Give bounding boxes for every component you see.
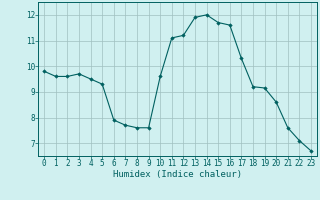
X-axis label: Humidex (Indice chaleur): Humidex (Indice chaleur) bbox=[113, 170, 242, 179]
